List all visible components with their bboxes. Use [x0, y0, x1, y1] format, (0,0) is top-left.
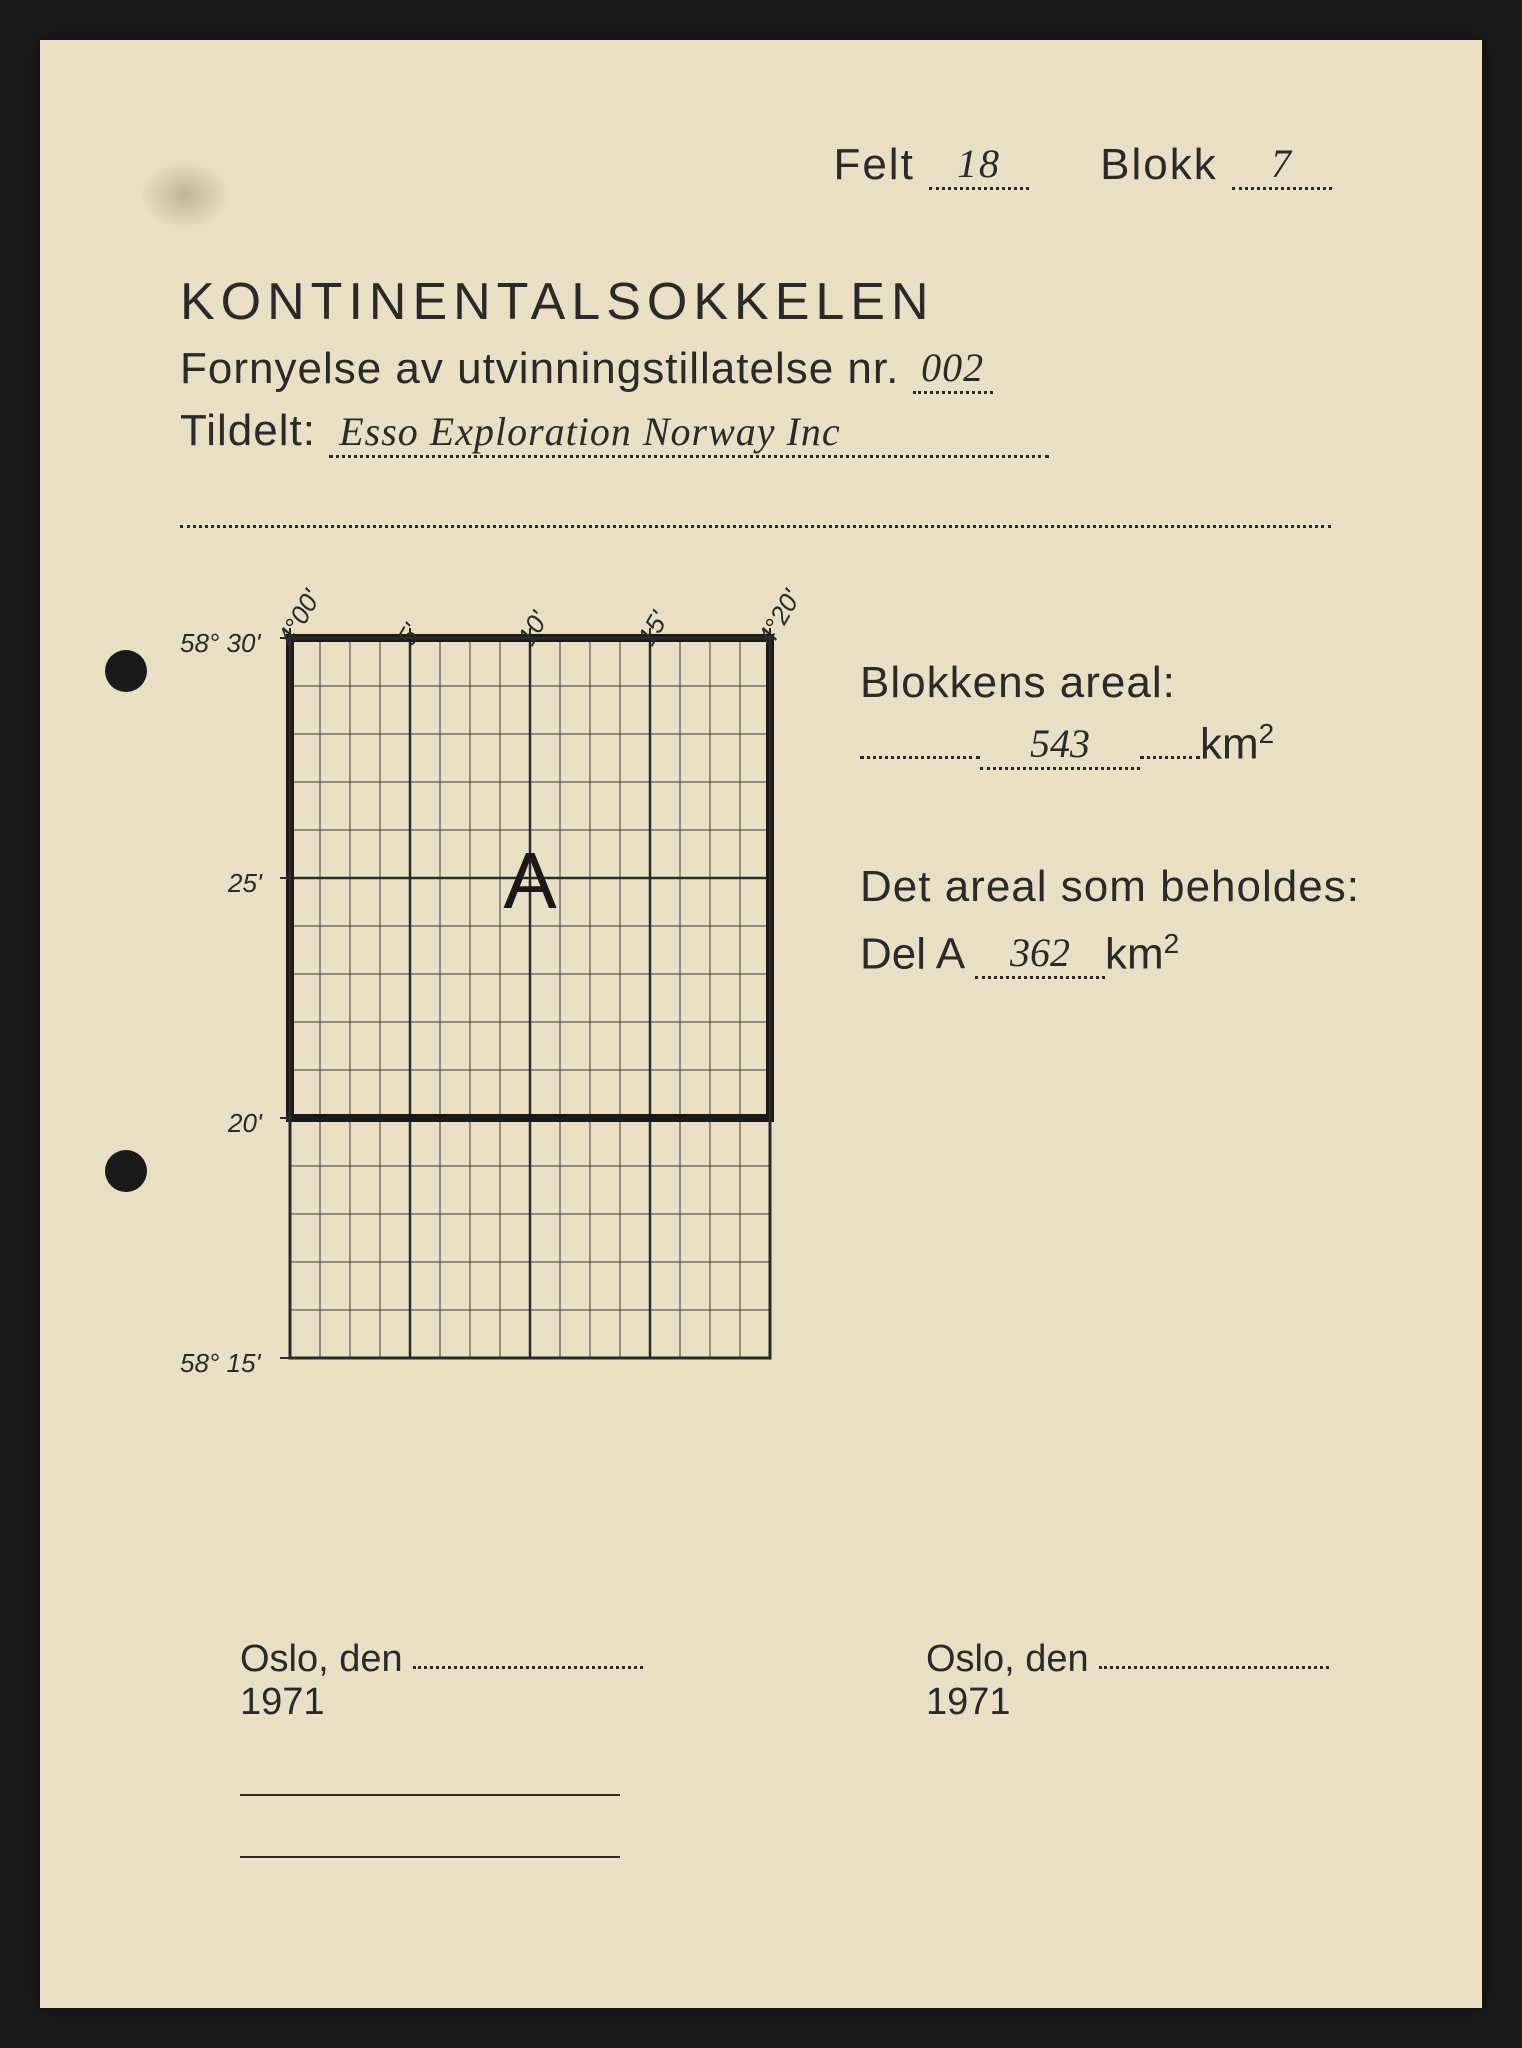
delA-value: 362	[975, 929, 1105, 979]
sig-place: Oslo, den	[926, 1638, 1089, 1680]
sig-place: Oslo, den	[240, 1638, 403, 1680]
license-number: 002	[913, 344, 993, 394]
blokkens-areal-value-line: 543 km2	[860, 718, 1392, 772]
delA-prefix: Del A	[860, 929, 963, 978]
blokk-label: Blokk	[1100, 140, 1218, 189]
blokkens-areal-value: 543	[980, 720, 1140, 770]
map-left-axis-label: 58° 30'	[180, 628, 260, 659]
signature-line	[240, 1856, 620, 1858]
license-line: Fornyelse av utvinningstillatelse nr. 00…	[180, 344, 1392, 396]
blokkens-areal-label: Blokkens areal:	[860, 658, 1392, 708]
license-prefix: Fornyelse av utvinningstillatelse nr.	[180, 344, 899, 393]
map-left-axis-label: 25'	[228, 868, 262, 899]
header-row: Felt 18 Blokk 7	[180, 140, 1392, 192]
sig-year: 1971	[240, 1681, 325, 1723]
sig-date-line: Oslo, den 1971	[926, 1638, 1392, 1724]
tildelt-label: Tildelt:	[180, 406, 316, 455]
delA-line: Del A 362km2	[860, 928, 1392, 982]
sig-date-line: Oslo, den 1971	[240, 1638, 706, 1724]
punch-hole-icon	[105, 1150, 147, 1192]
map-left-axis-label: 20'	[228, 1108, 262, 1139]
map-grid: A 4°00' 5' 10' 15' 4°20' 58° 30'	[180, 578, 800, 1358]
sig-date-blank	[1099, 1666, 1329, 1669]
delA-unit: km	[1105, 929, 1164, 978]
main-content: A 4°00' 5' 10' 15' 4°20' 58° 30'	[180, 578, 1392, 1358]
dotted-blank-line	[180, 488, 1331, 528]
punch-hole-icon	[105, 650, 147, 692]
map-center-label: A	[503, 836, 557, 925]
blokk-value: 7	[1232, 140, 1332, 190]
tildelt-line: Tildelt: Esso Exploration Norway Inc	[180, 406, 1392, 458]
felt-label: Felt	[833, 140, 914, 189]
squared-sup: 2	[1164, 928, 1180, 959]
signature-left: Oslo, den 1971	[240, 1638, 706, 1918]
document-page: Felt 18 Blokk 7 KONTINENTALSOKKELEN Forn…	[40, 40, 1482, 2008]
blokkens-unit: km	[1200, 720, 1259, 769]
squared-sup: 2	[1259, 718, 1275, 749]
sig-date-blank	[413, 1666, 643, 1669]
info-panel: Blokkens areal: 543km2 Det areal som beh…	[860, 578, 1392, 1358]
signature-line	[240, 1794, 620, 1796]
beholdes-label: Det areal som beholdes:	[860, 862, 1392, 912]
map-left-axis-label: 58° 15'	[180, 1348, 260, 1379]
signature-row: Oslo, den 1971 Oslo, den 1971	[180, 1638, 1392, 1918]
paper-stain	[140, 160, 230, 230]
signature-right: Oslo, den 1971	[926, 1638, 1392, 1918]
page-title: KONTINENTALSOKKELEN	[180, 272, 1392, 332]
tildelt-value: Esso Exploration Norway Inc	[329, 408, 1049, 458]
felt-value: 18	[929, 140, 1029, 190]
title-block: KONTINENTALSOKKELEN Fornyelse av utvinni…	[180, 272, 1392, 528]
map-svg: A	[180, 578, 800, 1368]
sig-year: 1971	[926, 1681, 1011, 1723]
